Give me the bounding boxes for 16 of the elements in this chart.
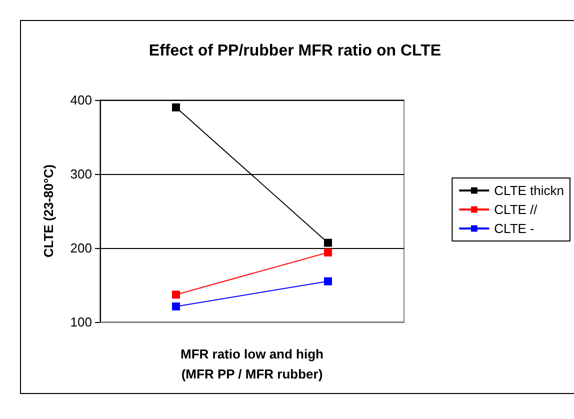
y-tick-label: 400 — [70, 92, 92, 108]
point — [172, 103, 180, 112]
y-tick-label: 100 — [70, 314, 92, 330]
point — [324, 248, 332, 256]
legend-label: CLTE - — [494, 221, 534, 236]
x-axis-title: MFR ratio low and high (MFR PP / MFR rubber) — [180, 346, 324, 382]
point — [172, 290, 180, 299]
point — [324, 277, 332, 286]
legend-label: CLTE thickn — [494, 183, 564, 198]
point — [172, 302, 180, 310]
chart-title: Effect of PP/rubber MFR ratio on CLTE — [148, 42, 442, 60]
point — [324, 238, 332, 247]
y-tick-label: 300 — [70, 166, 92, 182]
legend-label: CLTE // — [494, 202, 538, 217]
y-axis-title: CLTE (23-80°C) — [41, 164, 56, 258]
y-tick-label: 200 — [70, 240, 92, 256]
